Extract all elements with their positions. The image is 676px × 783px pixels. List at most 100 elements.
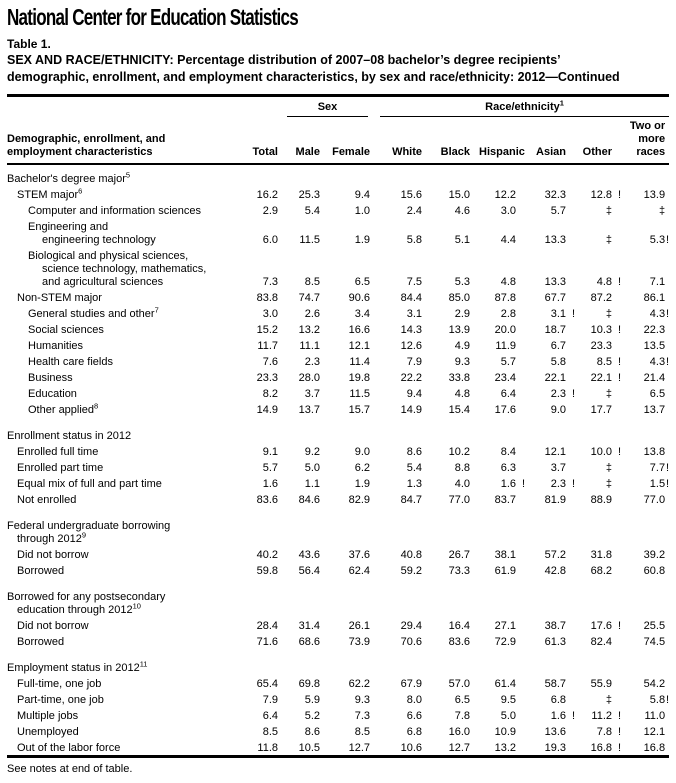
value-cell: 4.3! [649,356,670,368]
table-row: Multiple jobs 6.4 5.2 7.3 6.6 7.8 5.0 1.6! 11.2!… [7,707,669,723]
value-cell: 73.3 [448,565,471,577]
row-label: Other applied8 [28,401,99,416]
col-header-asian: Asian [525,117,576,165]
value-cell: 5.0 [304,462,320,474]
value-cell: 17.7 [590,404,613,416]
value-cell: 74.5 [643,636,666,648]
value-cell: 13.2 [298,324,320,336]
value-cell: 16.6 [348,324,371,336]
value-cell: 8.2 [262,388,278,400]
value-cell: 1.3 [406,478,423,490]
value-cell [621,659,669,675]
value-cell: 12.1 [643,726,666,738]
row-label: Enrollment status in 2012 [7,430,132,442]
value-cell: ‡ [605,694,613,706]
value-cell: 67.7 [544,292,567,304]
value-cell: 1.9 [354,234,371,246]
spacer-cell [7,578,669,588]
col-header-other: Other [575,117,622,165]
row-label: Borrowed [17,636,65,648]
value-cell: 60.8 [643,565,666,577]
table-row: Business 23.3 28.0 19.8 22.2 33.8 23.4 22.1 22.1… [7,369,669,385]
row-label: Business [28,372,73,384]
value-cell: 6.3 [500,462,517,474]
value-cell: 40.2 [256,549,278,561]
value-cell: 2.6 [304,308,320,320]
value-cell: 3.1 [406,308,423,320]
value-cell: 8.6 [406,446,423,458]
value-cell: 40.8 [400,549,423,561]
value-cell [621,517,669,546]
value-cell [431,659,479,675]
stub-header-line2: employment characteristics [7,146,153,158]
value-cell: 5.9 [304,694,320,706]
value-cell: 15.4 [448,404,471,416]
value-cell: ‡ [605,388,613,400]
table-row: Out of the labor force 11.8 10.5 12.7 10.6 12… [7,739,669,757]
value-cell: 13.2 [494,742,517,754]
spacer-row [7,649,669,659]
footnote-ref: 7 [154,305,159,315]
value-cell: 12.6 [400,340,423,352]
value-cell [479,517,525,546]
value-cell: 26.7 [448,549,471,561]
value-cell: ‡ [658,205,666,217]
value-cell: 71.6 [256,636,278,648]
row-label: Health care fields [28,356,113,368]
value-cell: 12.1 [544,446,567,458]
value-cell: 13.9 [643,189,666,201]
value-cell: 10.5 [298,742,320,754]
value-cell: 55.9 [590,678,613,690]
table-row: Full-time, one job 65.4 69.8 62.2 67.9 57.0 61… [7,675,669,691]
value-cell: 6.8 [406,726,423,738]
value-cell: 9.3 [454,356,471,368]
footnote-ref: 9 [81,530,87,540]
value-cell: 11.4 [349,356,371,368]
value-cell: 5.4 [406,462,423,474]
value-cell: 7.6 [262,356,278,368]
table-row: Borrowed 71.6 68.6 73.9 70.6 83.6 72.9 61.3 82.4… [7,633,669,649]
value-cell: 22.3 [643,324,666,336]
interpret-with-caution-flag: ! [617,324,622,336]
value-cell: 57.2 [544,549,567,561]
see-notes-text: See notes at end of table. [7,763,133,775]
value-cell: 83.7 [494,494,517,506]
row-label: Multiple jobs [17,710,79,722]
value-cell: 59.2 [400,565,423,577]
col-header-white: White [379,117,432,165]
spacer-cell [7,507,669,517]
value-cell [329,588,379,617]
stub-header-line1: Demographic, enrollment, and [7,133,166,145]
value-cell: 12.1 [348,340,371,352]
section-header-row: Bachelor's degree major5 [7,164,669,186]
value-cell: 21.4 [643,372,666,384]
value-cell: 4.8 [454,388,471,400]
table-row: Social sciences 15.2 13.2 16.6 14.3 13.9 20.0 1… [7,321,669,337]
value-cell: 4.6 [454,205,471,217]
value-cell: 7.1 [649,276,666,288]
value-cell: 5.8 [406,234,423,246]
value-cell: 10.6 [400,742,423,754]
value-cell: 73.9 [348,636,371,648]
value-cell: 84.7 [400,494,423,506]
value-cell: 4.0 [454,478,471,490]
value-cell: 70.6 [400,636,423,648]
value-cell: 3.1! [550,308,576,320]
interpret-with-caution-flag: ! [666,234,670,246]
row-label: Out of the labor force [17,742,121,754]
row-label: General studies and other7 [28,305,159,320]
race-spanner-footnote-ref: 1 [559,98,564,108]
table-row: Not enrolled 83.6 84.6 82.9 84.7 77.0 83.7 81.9… [7,491,669,507]
row-label: Non-STEM major [17,292,102,304]
value-cell: 5.3! [649,234,670,246]
value-cell: 7.3 [262,276,278,288]
value-cell: 2.9 [262,205,278,217]
table-title: SEX AND RACE/ETHNICITY: Percentage distr… [7,52,669,85]
spanner-total-spacer [241,96,287,118]
value-cell: 18.7 [544,324,567,336]
table-row: Enrolled part time 5.7 5.0 6.2 5.4 8.8 6.3 3.7 ‡… [7,459,669,475]
value-cell: ‡ [605,462,613,474]
table-row: Engineering and engineering technology 6.0… [7,218,669,247]
value-cell [431,588,479,617]
